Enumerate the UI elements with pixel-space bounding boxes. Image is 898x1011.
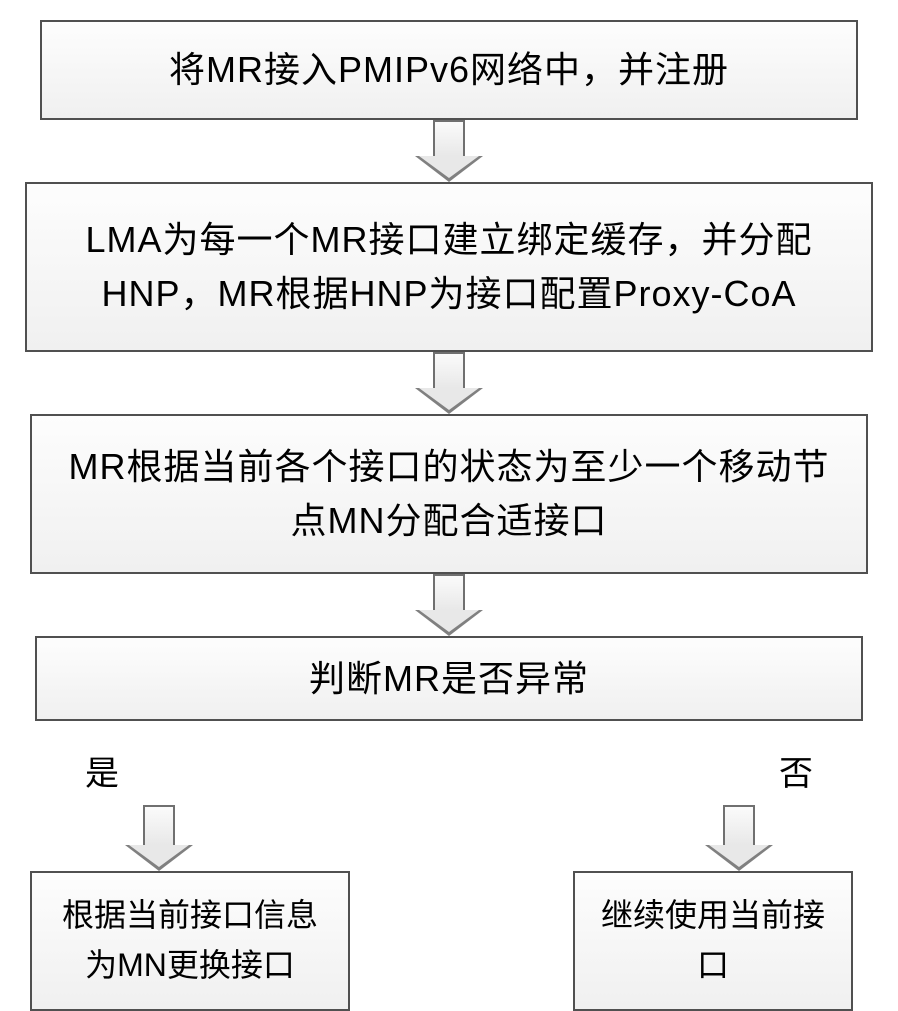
result-no-text: 继续使用当前接口 [599, 891, 827, 990]
step1-text: 将MR接入PMIPv6网络中，并注册 [169, 43, 729, 97]
branch-no: 否 [705, 721, 773, 871]
step1-node: 将MR接入PMIPv6网络中，并注册 [40, 20, 858, 120]
result-nodes-container: 根据当前接口信息为MN更换接口 继续使用当前接口 [25, 871, 873, 1011]
step3-node: MR根据当前各个接口的状态为至少一个移动节点MN分配合适接口 [30, 414, 868, 574]
arrow-2 [415, 352, 483, 414]
arrow-1 [415, 120, 483, 182]
result-no-node: 继续使用当前接口 [573, 871, 853, 1011]
step2-text: LMA为每一个MR接口建立绑定缓存，并分配HNP，MR根据HNP为接口配置Pro… [51, 213, 847, 321]
branches-container: 是 否 [35, 721, 863, 871]
result-yes-node: 根据当前接口信息为MN更换接口 [30, 871, 350, 1011]
decision-text: 判断MR是否异常 [309, 652, 589, 706]
arrow-yes [125, 805, 193, 871]
branch-yes: 是 [125, 721, 193, 871]
step2-node: LMA为每一个MR接口建立绑定缓存，并分配HNP，MR根据HNP为接口配置Pro… [25, 182, 873, 352]
decision-section: 判断MR是否异常 是 否 根据当前接口信息为MN [20, 636, 878, 1011]
flowchart-container: 将MR接入PMIPv6网络中，并注册 LMA为每一个MR接口建立绑定缓存，并分配… [20, 20, 878, 1011]
arrow-3 [415, 574, 483, 636]
step3-text: MR根据当前各个接口的状态为至少一个移动节点MN分配合适接口 [56, 440, 842, 548]
result-yes-text: 根据当前接口信息为MN更换接口 [56, 891, 324, 990]
decision-node: 判断MR是否异常 [35, 636, 863, 721]
no-label: 否 [779, 746, 813, 795]
yes-label: 是 [85, 746, 119, 795]
arrow-no [705, 805, 773, 871]
